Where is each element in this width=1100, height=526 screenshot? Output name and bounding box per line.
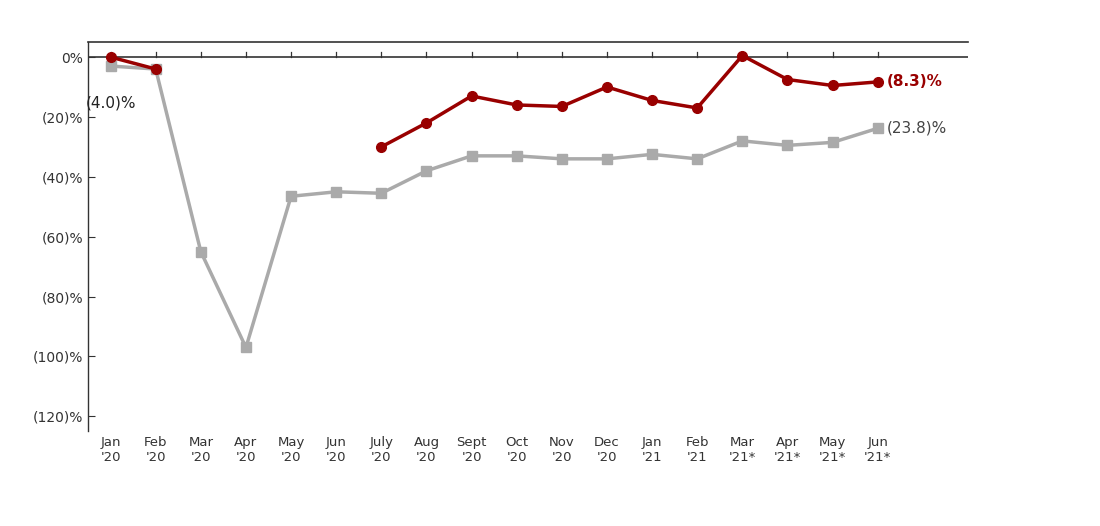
Text: (4.0)%: (4.0)% <box>86 96 136 111</box>
Text: (8.3)%: (8.3)% <box>887 74 943 89</box>
Text: (23.8)%: (23.8)% <box>887 121 947 136</box>
